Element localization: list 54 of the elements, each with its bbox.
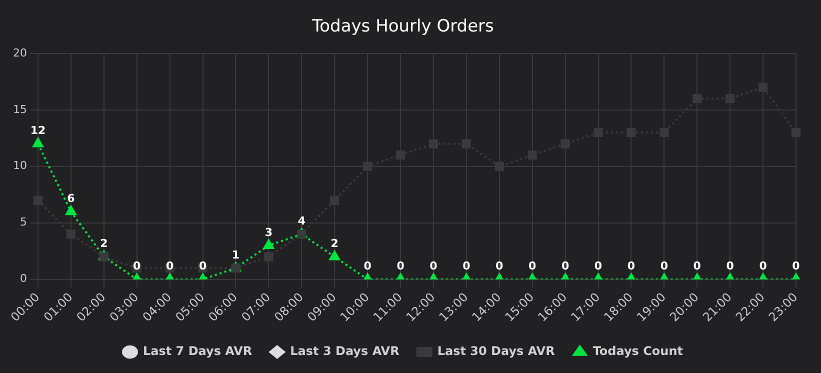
y-tick-label: 15 <box>12 102 27 116</box>
y-tick-label: 5 <box>20 216 27 229</box>
data-label: 0 <box>528 260 537 273</box>
legend-label: Last 3 Days AVR <box>290 344 400 358</box>
data-label: 6 <box>67 192 76 205</box>
point <box>726 94 735 104</box>
data-label: 12 <box>30 124 46 138</box>
point <box>363 162 372 171</box>
data-label: 0 <box>462 260 471 273</box>
point <box>396 150 406 160</box>
data-label: 0 <box>496 260 504 273</box>
data-label: 0 <box>693 260 702 273</box>
point <box>626 128 636 138</box>
data-label: 0 <box>594 260 602 273</box>
data-label: 0 <box>133 260 142 273</box>
data-label: 0 <box>660 260 668 273</box>
data-label: 0 <box>364 260 372 273</box>
data-label: 3 <box>264 226 273 239</box>
data-label: 2 <box>100 237 108 250</box>
y-tick-label: 0 <box>20 272 27 286</box>
data-label: 0 <box>792 260 800 273</box>
point <box>33 196 43 205</box>
point <box>594 128 603 138</box>
chart-title: Todays Hourly Orders <box>311 16 494 37</box>
legend-label: Last 7 Days AVR <box>143 344 252 358</box>
point <box>462 139 471 148</box>
point <box>560 139 570 148</box>
point <box>263 239 274 249</box>
data-label: 0 <box>627 260 636 273</box>
data-label: 0 <box>726 260 734 273</box>
point <box>66 206 76 216</box>
data-label: 4 <box>298 214 306 228</box>
data-label: 0 <box>198 260 207 273</box>
point <box>330 196 340 205</box>
data-label: 0 <box>166 260 174 273</box>
data-label: 0 <box>430 260 438 273</box>
point <box>428 139 438 148</box>
data-label: 0 <box>759 260 768 273</box>
point <box>528 150 537 160</box>
data-label: 2 <box>330 237 338 250</box>
legend-label: Last 30 Days AVR <box>437 344 555 358</box>
point <box>758 82 768 92</box>
point <box>660 128 669 138</box>
point <box>329 250 340 260</box>
point <box>32 138 44 148</box>
data-label: 0 <box>396 260 405 273</box>
y-tick-label: 20 <box>12 46 27 60</box>
point <box>791 128 801 138</box>
y-tick-label: 10 <box>12 159 27 172</box>
point <box>692 94 702 104</box>
legend-label: Todays Count <box>592 344 684 358</box>
point <box>494 162 504 171</box>
data-label: 1 <box>232 248 240 262</box>
data-label: 0 <box>561 260 570 273</box>
